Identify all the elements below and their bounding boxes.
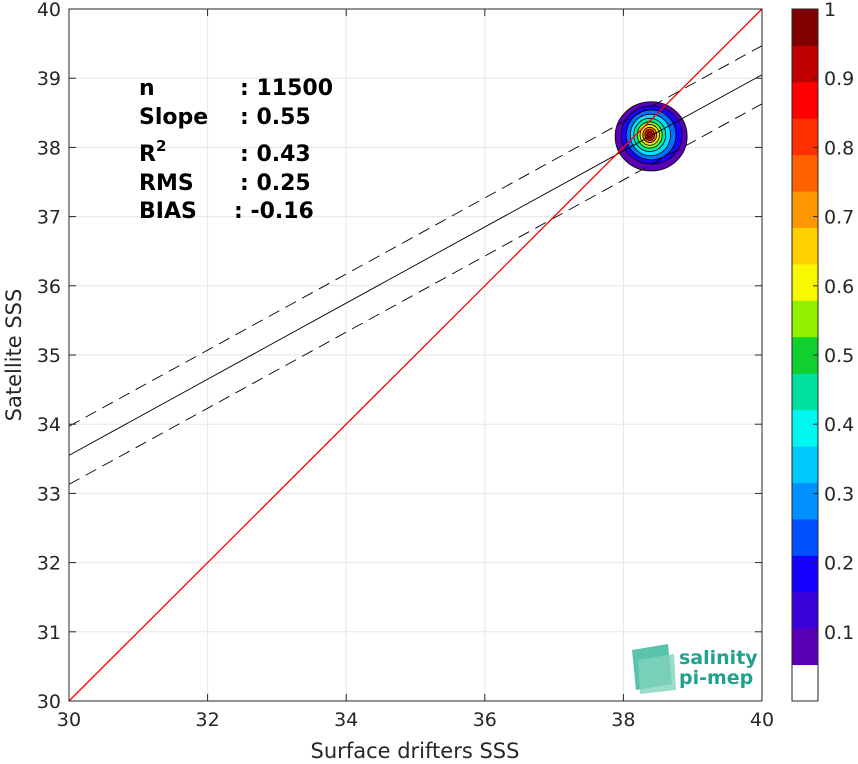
colorbar-tick-label: 1 bbox=[824, 0, 836, 21]
y-tick-label: 32 bbox=[37, 553, 61, 575]
colorbar-segment bbox=[792, 81, 818, 119]
y-axis-label: Satellite SSS bbox=[2, 289, 26, 422]
colorbar: 0.1 0.2 0.3 0.4 0.5 0.6 0.7 0.8 0.9 1 bbox=[791, 0, 854, 702]
x-tick-label: 32 bbox=[196, 709, 220, 731]
axes: 30 32 34 36 38 40 30 31 32 33 34 35 36 37 38 39 40 bbox=[37, 0, 774, 731]
y-tick-label: 31 bbox=[37, 622, 61, 644]
colorbar-segment bbox=[792, 45, 818, 83]
stat-bias-value: : -0.16 bbox=[234, 199, 314, 224]
stat-r2-letter: R bbox=[139, 142, 156, 167]
y-tick-label: 37 bbox=[37, 207, 61, 229]
colorbar-tick-label: 0.4 bbox=[824, 414, 854, 436]
y-tick-label: 34 bbox=[37, 414, 61, 436]
colorbar-segment bbox=[792, 628, 818, 666]
stat-rms-value: : 0.25 bbox=[240, 171, 311, 196]
stat-r2-superscript: 2 bbox=[156, 137, 166, 155]
colorbar-tick-label: 0.1 bbox=[824, 622, 854, 644]
identity-line bbox=[68, 8, 763, 702]
colorbar-tick-label: 0.3 bbox=[824, 483, 854, 505]
stat-n-label: n bbox=[139, 76, 155, 101]
colorbar-tick-label: 0.2 bbox=[824, 553, 854, 575]
logo-line2: pi-mep bbox=[679, 667, 753, 689]
salinity-pi-mep-logo: salinity pi-mep bbox=[632, 644, 758, 694]
colorbar-segment bbox=[792, 118, 818, 156]
stat-r2-label: R2 bbox=[139, 137, 166, 167]
colorbar-segment bbox=[792, 263, 818, 301]
colorbar-segment bbox=[792, 664, 818, 702]
colorbar-segment bbox=[792, 154, 818, 192]
stat-r2-value: : 0.43 bbox=[240, 142, 311, 167]
x-tick-label: 36 bbox=[473, 709, 497, 731]
colorbar-segment bbox=[792, 518, 818, 556]
x-tick-label: 38 bbox=[611, 709, 635, 731]
stat-rms-label: RMS bbox=[139, 171, 194, 196]
colorbar-segment bbox=[792, 482, 818, 520]
colorbar-tick-label: 0.6 bbox=[824, 276, 854, 298]
x-tick-label: 30 bbox=[57, 709, 81, 731]
stats-block: n : 11500 Slope : 0.55 R2 : 0.43 RMS : 0… bbox=[139, 76, 333, 224]
colorbar-tick-label: 0.7 bbox=[824, 207, 854, 229]
x-axis-label: Surface drifters SSS bbox=[311, 739, 520, 763]
x-tick-label: 40 bbox=[750, 709, 774, 731]
grid bbox=[68, 8, 763, 702]
y-tick-label: 33 bbox=[37, 483, 61, 505]
colorbar-segment bbox=[792, 555, 818, 593]
x-tick-label: 34 bbox=[334, 709, 358, 731]
density-contours bbox=[614, 101, 688, 172]
y-tick-label: 36 bbox=[37, 276, 61, 298]
y-tick-label: 35 bbox=[37, 345, 61, 367]
stat-slope-value: : 0.55 bbox=[240, 105, 311, 130]
colorbar-segment bbox=[792, 373, 818, 411]
logo-wave-icon-layer bbox=[638, 654, 676, 694]
y-tick-label: 30 bbox=[37, 691, 61, 713]
y-tick-label: 39 bbox=[37, 68, 61, 90]
logo-line1: salinity bbox=[679, 647, 758, 669]
colorbar-segment bbox=[792, 409, 818, 447]
colorbar-segment bbox=[792, 9, 818, 46]
colorbar-tick-label: 0.9 bbox=[824, 68, 854, 90]
colorbar-segment bbox=[792, 227, 818, 265]
colorbar-segment bbox=[792, 591, 818, 629]
colorbar-tick-label: 0.8 bbox=[824, 137, 854, 159]
colorbar-tick-label: 0.5 bbox=[824, 345, 854, 367]
stat-slope-label: Slope bbox=[139, 105, 208, 130]
y-tick-label: 38 bbox=[37, 137, 61, 159]
colorbar-segment bbox=[792, 191, 818, 229]
y-tick-label: 40 bbox=[37, 0, 61, 21]
fit-line bbox=[68, 74, 763, 456]
colorbar-segment bbox=[792, 446, 818, 483]
regression-lines bbox=[68, 8, 763, 702]
stat-n-value: : 11500 bbox=[240, 76, 333, 101]
stat-bias-label: BIAS bbox=[139, 199, 197, 224]
colorbar-segment bbox=[792, 300, 818, 338]
